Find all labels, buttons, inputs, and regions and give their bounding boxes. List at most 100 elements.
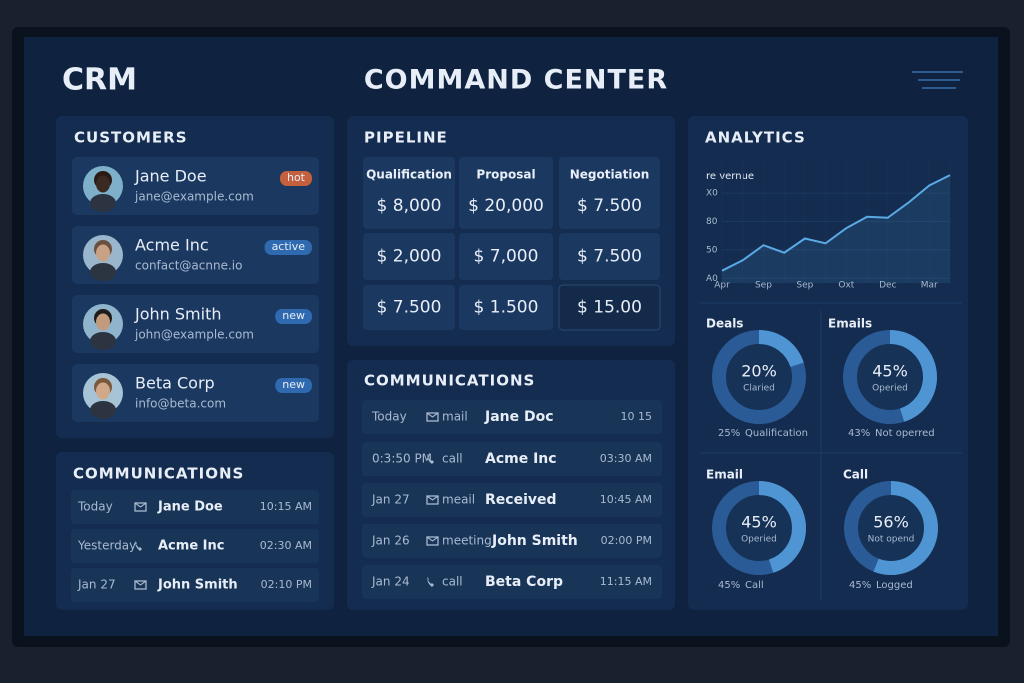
customer-tag: hot <box>287 171 306 184</box>
pipeline-cell <box>559 233 660 280</box>
donut-foot-label: Qualification <box>745 428 808 439</box>
comm-time: 10:15 AM <box>260 500 312 513</box>
donut-sublabel: Not opend <box>868 535 915 545</box>
donut-foot-label: Call <box>745 580 764 591</box>
donut-sublabel: Claried <box>743 384 775 394</box>
phone-icon <box>427 577 434 587</box>
mail-flap <box>426 412 439 418</box>
card-bg <box>72 364 319 422</box>
pipeline-amount: $ 20,000 <box>468 196 544 216</box>
avatar-face <box>96 382 110 400</box>
mail-icon <box>426 536 439 546</box>
mail-body <box>426 536 439 546</box>
menu-button[interactable] <box>912 71 963 89</box>
y-tick-label: A0 <box>706 274 718 284</box>
comm-type: meeting <box>442 534 492 548</box>
customer-email: john@example.com <box>134 328 254 342</box>
section-title: ANALYTICS <box>705 129 806 147</box>
avatar-body <box>90 332 116 350</box>
comm-when: Jan 27 <box>77 578 116 592</box>
comm-name: Acme Inc <box>485 451 557 467</box>
customer-card[interactable] <box>72 226 319 284</box>
comm-name: Jane Doe <box>157 500 223 515</box>
pipeline-stage: Negotiation <box>570 168 650 182</box>
x-tick-label: Sep <box>755 281 772 291</box>
y-tick-label: 50 <box>706 245 718 255</box>
comm-type: call <box>442 575 463 589</box>
card-bg <box>72 295 319 353</box>
donut-arc <box>844 481 938 575</box>
customer-email: confact@acnne.io <box>135 259 242 273</box>
avatar-body <box>90 401 116 419</box>
page-title: COMMAND CENTER <box>364 65 668 96</box>
donut-title: Email <box>706 468 743 482</box>
donut-arc <box>843 330 937 424</box>
pipeline-cell <box>459 233 553 280</box>
customer-tag: active <box>272 240 306 253</box>
tag-pill <box>264 240 312 255</box>
comm-name: Received <box>485 492 557 508</box>
comm-when: Yesterday <box>77 539 136 553</box>
avatar-body <box>90 263 116 281</box>
avatar-face <box>96 313 110 331</box>
donut-sublabel: Operied <box>872 384 908 394</box>
section-title: PIPELINE <box>364 129 448 147</box>
card-bg <box>72 157 319 215</box>
donut-foot-value: 25% <box>718 428 740 439</box>
donut-title: Deals <box>706 317 743 331</box>
comm-when: Today <box>371 410 407 424</box>
pipeline-amount: $ 7.500 <box>577 247 642 267</box>
comm-type: call <box>442 452 463 466</box>
comm-when: Jan 27 <box>371 493 410 507</box>
pipeline-cell <box>558 284 661 331</box>
x-tick-label: Sep <box>796 281 813 291</box>
comm-row <box>362 524 662 558</box>
x-tick-label: Mar <box>921 281 938 291</box>
mail-icon <box>134 580 147 590</box>
mail-icon <box>426 412 439 422</box>
customer-card[interactable] <box>72 295 319 353</box>
pipeline-stage: Proposal <box>476 168 535 182</box>
donut-title: Emails <box>828 317 872 331</box>
comm-type: meail <box>442 493 475 507</box>
section-title: COMMUNICATIONS <box>73 465 244 483</box>
mail-body <box>426 412 439 422</box>
donut-value: 20% <box>741 362 777 381</box>
comm-when: Jan 26 <box>371 534 410 548</box>
comm-type: mail <box>442 410 468 424</box>
phone-icon <box>427 454 434 464</box>
comm-when: Today <box>77 500 113 514</box>
donut-arc <box>712 330 806 424</box>
pipeline-cell <box>559 157 660 229</box>
comm-row <box>362 565 662 599</box>
phone-shape <box>427 454 434 464</box>
pipeline-amount: $ 15.00 <box>577 298 642 318</box>
mail-flap <box>134 502 147 508</box>
avatar-face <box>96 244 110 262</box>
comm-time: 11:15 AM <box>600 575 652 588</box>
tag-pill <box>275 378 312 393</box>
customer-name: John Smith <box>134 305 221 324</box>
comm-row <box>362 400 662 434</box>
chart-title: re vernue <box>706 171 754 182</box>
avatar-body <box>90 194 116 212</box>
pipeline-cell <box>363 233 455 280</box>
customer-card[interactable] <box>72 364 319 422</box>
customer-email: jane@example.com <box>134 190 254 204</box>
donut-value: 45% <box>741 513 777 532</box>
donut-foot-label: Not operred <box>875 428 935 439</box>
x-tick-label: Apr <box>714 281 730 291</box>
pipeline-cell <box>363 285 455 330</box>
mail-icon <box>134 502 147 512</box>
comm-name: Beta Corp <box>485 574 563 590</box>
donut-foot-value: 45% <box>718 580 740 591</box>
pipeline-cell <box>459 157 553 229</box>
customer-card[interactable] <box>72 157 319 215</box>
pipeline-cell <box>363 157 455 229</box>
phone-icon <box>135 541 142 551</box>
comm-name: Jane Doc <box>484 409 554 425</box>
tag-pill <box>279 171 312 186</box>
tag-pill <box>275 309 312 324</box>
customer-email: info@beta.com <box>135 397 226 411</box>
